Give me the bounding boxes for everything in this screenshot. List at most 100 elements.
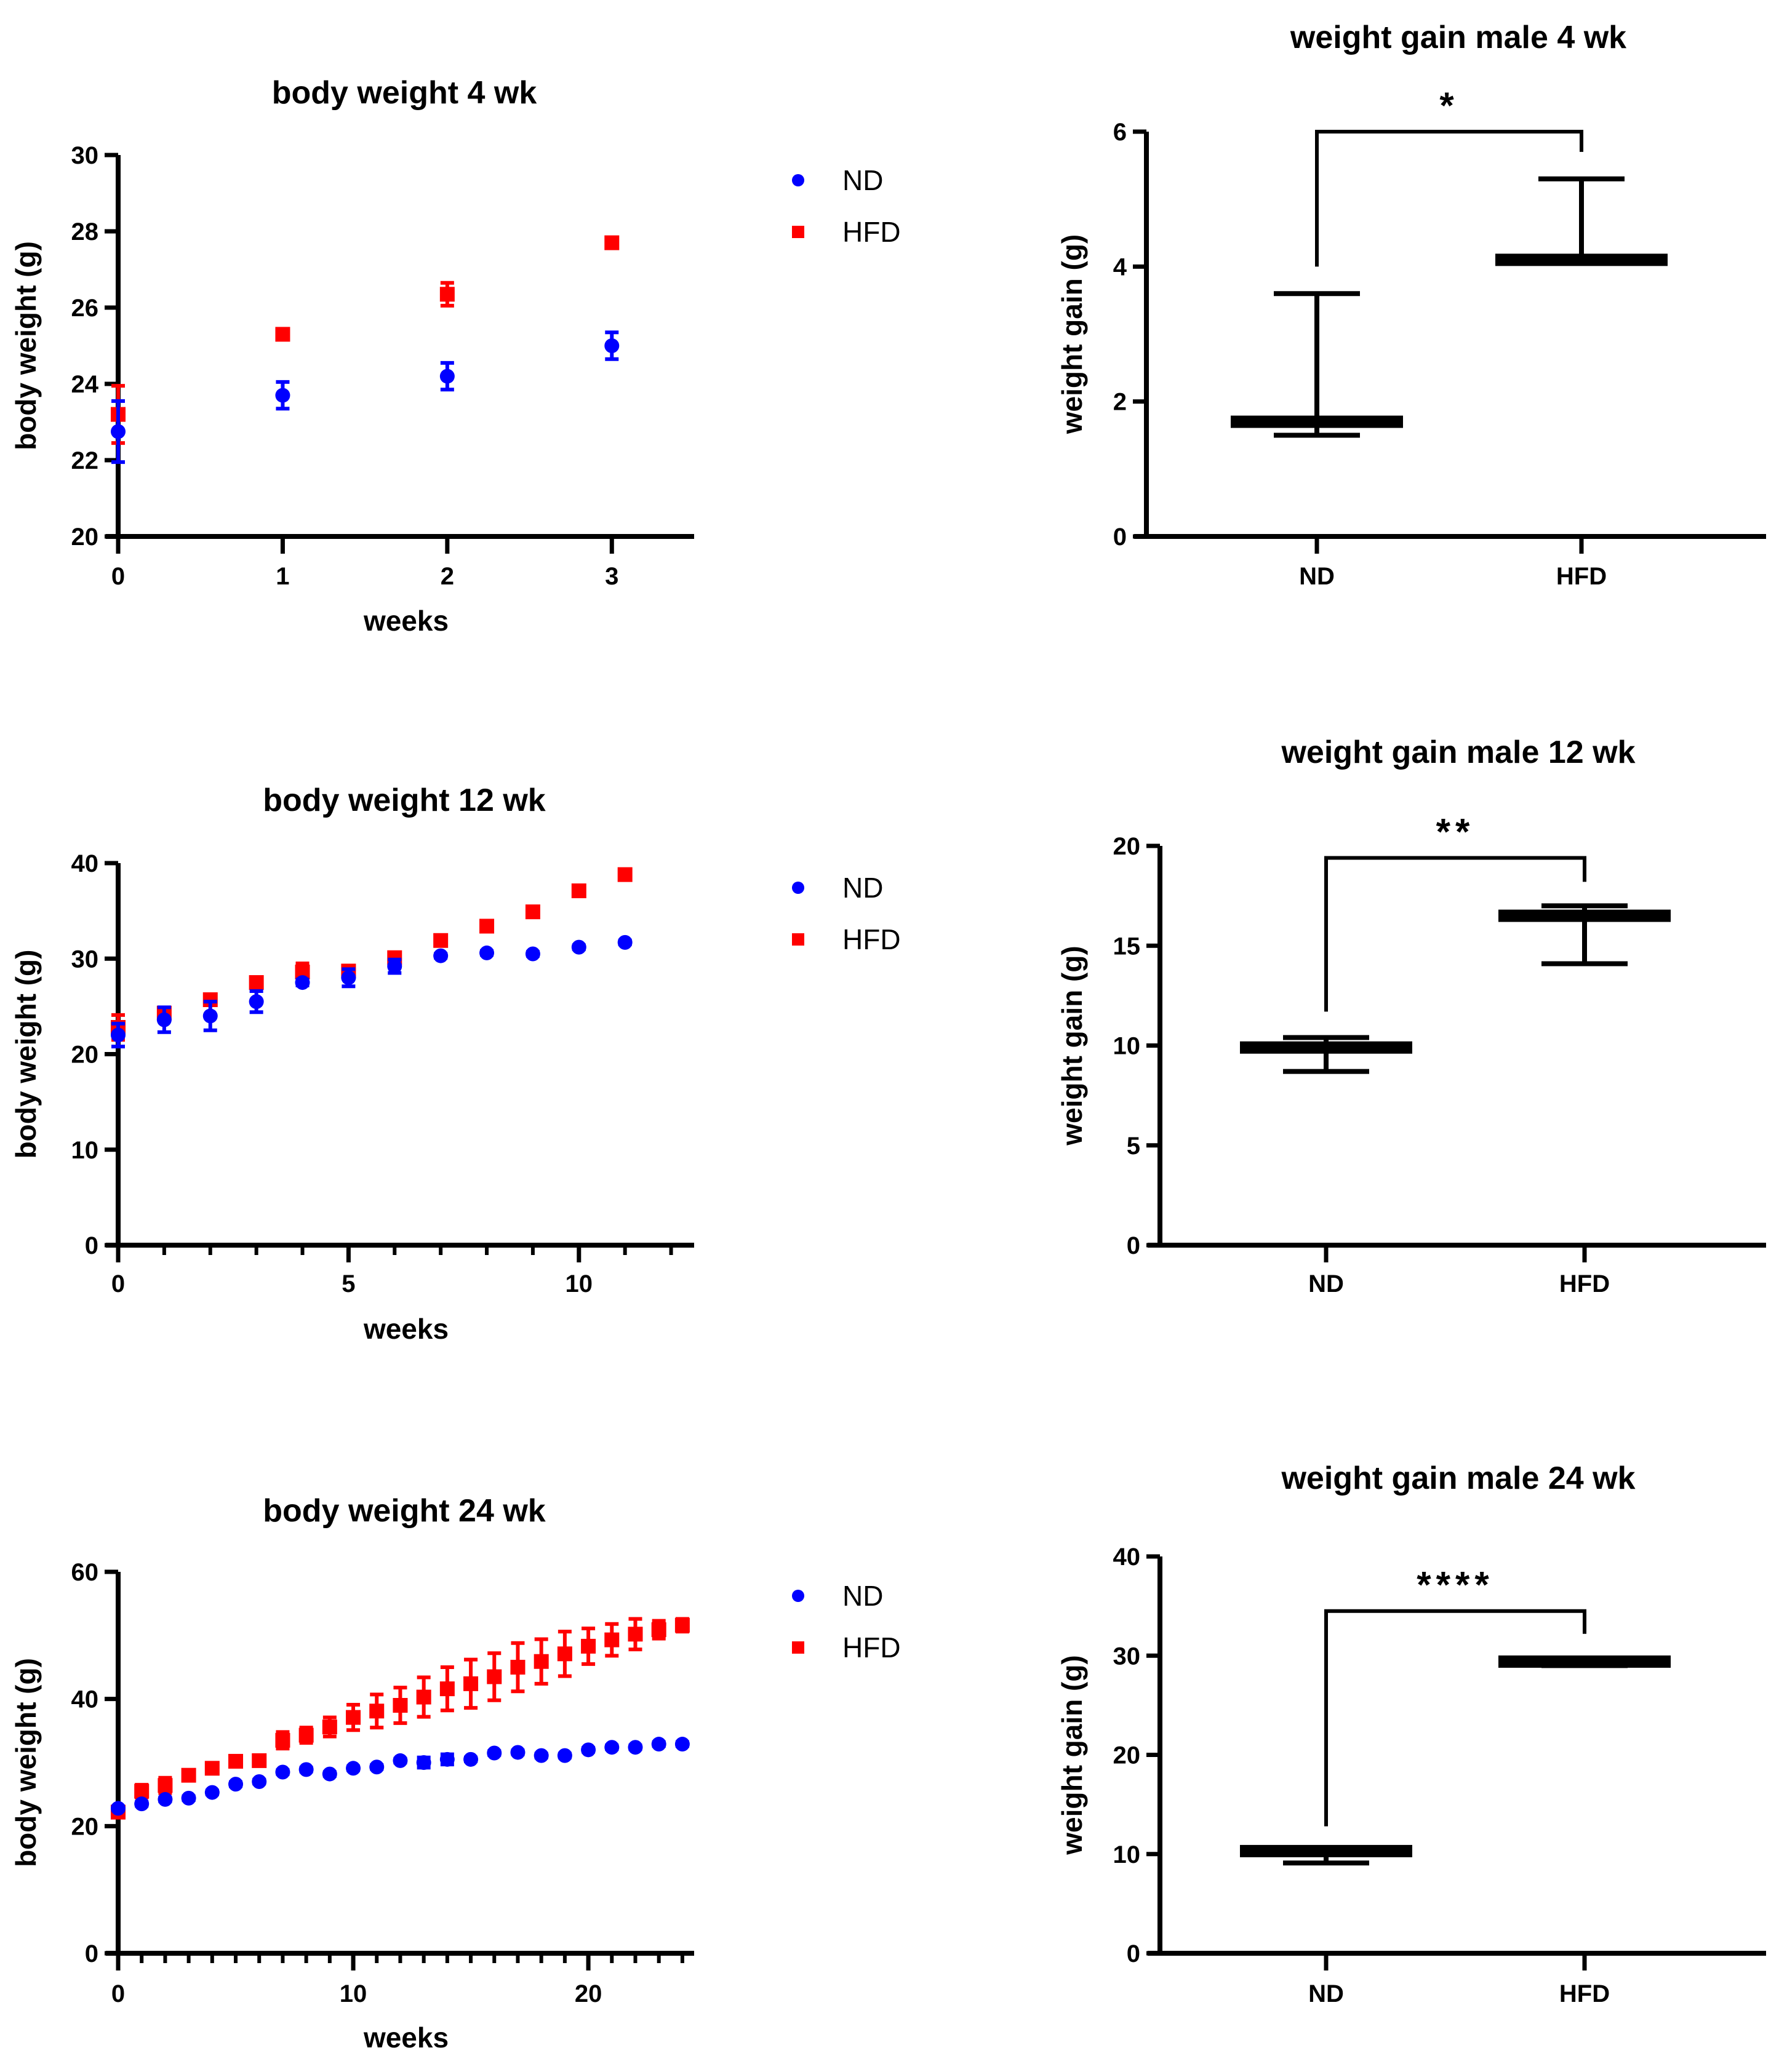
data-point-nd [463,1751,479,1767]
data-point-nd [479,945,495,960]
significance-label: **** [1417,1564,1493,1606]
significance-bracket [1315,130,1583,267]
data-point-nd [433,948,449,963]
x-tick-label: 2 [441,563,454,590]
y-tick-label: 30 [1113,1643,1141,1670]
data-point-nd [393,1753,408,1768]
y-tick-label: 10 [1113,1033,1141,1060]
y-tick-label: 40 [71,850,99,877]
data-point-nd [416,1755,431,1770]
y-tick-label: 20 [71,1042,99,1069]
data-point-hfd [204,1761,220,1776]
data-point-nd [628,1740,643,1755]
chart-wg4: weight gain male 4 wk weight gain (g) 0 2 4 6… [1056,20,1766,590]
y-tick-label: 30 [71,946,99,973]
mean-bar-hfd [1498,909,1671,922]
data-point-hfd [416,1689,431,1705]
data-point-hfd [393,1698,408,1713]
data-point-hfd [249,975,264,990]
data-point-hfd [479,918,495,934]
data-point-nd [275,388,290,403]
y-tick-label: 2 [1113,389,1127,416]
data-point-nd [204,1785,220,1800]
y-tick-label: 30 [71,142,99,169]
data-point-nd [604,1740,620,1755]
significance-bracket [1324,856,1586,1012]
mean-bar-nd [1231,415,1403,428]
data-point-hfd [298,1727,314,1743]
data-point-nd [571,939,586,955]
data-point-nd [651,1737,666,1752]
data-point-nd [111,424,126,439]
y-axis-label: weight gain (g) [1056,946,1088,1146]
chart-wg12: weight gain male 12 wk weight gain (g) 0 5 1… [1056,735,1766,1297]
y-axis-label: body weight (g) [10,241,42,450]
x-tick-label: ND [1299,563,1335,590]
data-point-hfd [158,1778,173,1793]
y-axis-label: body weight (g) [10,1658,42,1867]
data-point-nd [228,1777,244,1792]
x-axis-label: weeks [363,1313,449,1345]
data-point-nd [275,1764,290,1780]
mean-bar-hfd [1495,253,1668,266]
chart-title: body weight 24 wk [263,1493,545,1529]
legend-label-nd: ND [842,164,883,196]
data-point-hfd [369,1703,385,1719]
x-tick-label: HFD [1559,1980,1610,2007]
data-point-hfd [525,904,540,920]
data-point-nd [369,1759,385,1775]
data-point-nd [158,1791,173,1807]
mean-bar-nd [1240,1844,1412,1857]
data-point-nd [322,1766,337,1782]
data-point-nd [674,1737,690,1752]
data-point-nd [387,958,402,974]
chart-title: body weight 4 wk [272,75,537,111]
data-point-hfd [674,1617,690,1633]
legend-label-hfd: HFD [842,923,901,955]
data-point-nd [134,1796,150,1812]
chart-wg24: weight gain male 24 wk weight gain (g) 0 10… [1056,1460,1766,2007]
x-tick-label: 0 [111,1980,125,2007]
data-point-hfd [651,1622,666,1638]
data-point-hfd [487,1669,502,1684]
y-tick-label: 20 [1113,1742,1141,1769]
x-tick-label: HFD [1556,563,1607,590]
y-axis-label: body weight (g) [10,950,42,1159]
significance-label: ** [1436,811,1475,852]
data-point-nd [557,1748,572,1763]
x-axis-label: weeks [363,605,449,637]
y-tick-label: 20 [71,1813,99,1840]
data-point-hfd [604,235,620,250]
data-point-hfd [439,287,455,302]
y-tick-label: 5 [1127,1133,1140,1160]
chart-title: weight gain male 24 wk [1281,1460,1635,1496]
data-point-hfd [510,1660,526,1675]
data-point-hfd [581,1638,596,1654]
x-tick-label: ND [1308,1980,1344,2007]
x-tick-label: 5 [342,1270,355,1297]
y-tick-label: 28 [71,218,99,245]
data-point-nd [534,1748,549,1763]
data-point-hfd [433,933,449,948]
data-point-hfd [557,1646,572,1662]
legend-label-nd: ND [842,872,883,904]
y-tick-label: 20 [1113,833,1141,860]
y-tick-label: 60 [71,1559,99,1586]
data-point-hfd [322,1719,337,1735]
x-tick-label: 3 [605,563,618,590]
y-axis-label: weight gain (g) [1056,234,1088,435]
data-point-hfd [628,1627,643,1642]
y-tick-label: 10 [1113,1841,1141,1868]
y-tick-label: 0 [1127,1232,1140,1259]
y-tick-label: 0 [85,1940,98,1967]
x-tick-label: 1 [276,563,289,590]
chart-bw12: body weight 12 wk body weight (g) 0 10 20 30 4… [10,783,901,1345]
x-tick-label: ND [1308,1270,1344,1297]
data-point-nd [581,1742,596,1758]
data-point-nd [617,934,633,950]
data-point-nd [295,975,310,990]
data-point-nd [298,1762,314,1777]
y-tick-label: 22 [71,447,99,474]
data-point-hfd [439,1681,455,1697]
